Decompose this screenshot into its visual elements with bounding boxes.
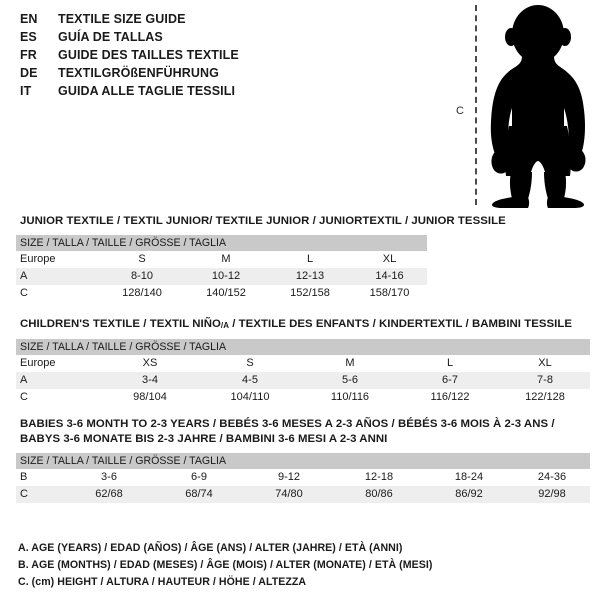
section-children-textile: CHILDREN'S TEXTILE / TEXTIL NIÑO/A / TEX…: [16, 317, 590, 406]
table-cell: 24-36: [514, 469, 590, 486]
table-cell: XL: [500, 355, 590, 372]
junior-section-title: JUNIOR TEXTILE / TEXTIL JUNIOR/ TEXTILE …: [20, 215, 506, 227]
table-cell: XS: [100, 355, 200, 372]
table-row: B 3-6 6-9 9-12 12-18 18-24 24-36: [16, 469, 590, 486]
legend-block: A. AGE (YEARS) / EDAD (AÑOS) / ÂGE (ANS)…: [18, 540, 432, 591]
toddler-silhouette-icon: [490, 5, 586, 208]
table-cell: 62/68: [64, 486, 154, 503]
babies-section-title-line2: BABYS 3-6 MONATE BIS 2-3 JAHRE / BAMBINI…: [20, 433, 388, 445]
row-label: C: [16, 486, 64, 503]
table-cell: 10-12: [184, 268, 268, 285]
table-cell: S: [200, 355, 300, 372]
language-row: IT GUIDA ALLE TAGLIE TESSILI: [20, 84, 420, 102]
table-cell: 92/98: [514, 486, 590, 503]
row-label: B: [16, 469, 64, 486]
table-cell: 4-5: [200, 372, 300, 389]
language-row: DE TEXTILGRÖßENFÜHRUNG: [20, 66, 420, 84]
table-cell: 158/170: [352, 285, 427, 302]
table-cell: 80/86: [334, 486, 424, 503]
table-row: C 98/104 104/110 110/116 116/122 122/128: [16, 389, 590, 406]
language-code: DE: [20, 66, 38, 80]
table-cell: L: [400, 355, 500, 372]
legend-line-c: C. (cm) HEIGHT / ALTURA / HAUTEUR / HÖHE…: [18, 576, 307, 588]
table-row: C 62/68 68/74 74/80 80/86 86/92 92/98: [16, 486, 590, 503]
table-row: A 8-10 10-12 12-13 14-16: [16, 268, 427, 285]
language-code: EN: [20, 12, 38, 26]
table-cell: 5-6: [300, 372, 400, 389]
row-label: C: [16, 389, 100, 406]
babies-band-label: SIZE / TALLA / TAILLE / GRÖSSE / TAGLIA: [16, 453, 590, 469]
row-label: Europe: [16, 355, 100, 372]
language-title: GUIDE DES TAILLES TEXTILE: [58, 48, 239, 62]
junior-band-label: SIZE / TALLA / TAILLE / GRÖSSE / TAGLIA: [16, 235, 427, 251]
row-label: A: [16, 372, 100, 389]
table-cell: 122/128: [500, 389, 590, 406]
height-illustration: C: [440, 0, 600, 212]
table-cell: 110/116: [300, 389, 400, 406]
legend-line-a: A. AGE (YEARS) / EDAD (AÑOS) / ÂGE (ANS)…: [18, 542, 403, 554]
table-row: A 3-4 4-5 5-6 6-7 7-8: [16, 372, 590, 389]
language-row: FR GUIDE DES TAILLES TEXTILE: [20, 48, 420, 66]
table-cell: 14-16: [352, 268, 427, 285]
table-cell: 3-4: [100, 372, 200, 389]
children-title-sub: /A: [220, 321, 230, 330]
table-cell: 6-9: [154, 469, 244, 486]
table-cell: 6-7: [400, 372, 500, 389]
table-cell: 140/152: [184, 285, 268, 302]
language-code: ES: [20, 30, 37, 44]
table-cell: 104/110: [200, 389, 300, 406]
table-cell: 152/158: [268, 285, 352, 302]
table-cell: 86/92: [424, 486, 514, 503]
language-header: EN TEXTILE SIZE GUIDE ES GUÍA DE TALLAS …: [20, 12, 420, 102]
table-cell: 116/122: [400, 389, 500, 406]
junior-size-table: SIZE / TALLA / TAILLE / GRÖSSE / TAGLIA …: [16, 235, 427, 302]
language-title: TEXTILE SIZE GUIDE: [58, 12, 186, 26]
table-cell: 128/140: [100, 285, 184, 302]
table-cell: 98/104: [100, 389, 200, 406]
table-cell: 12-18: [334, 469, 424, 486]
table-cell: 12-13: [268, 268, 352, 285]
language-title: GUIDA ALLE TAGLIE TESSILI: [58, 84, 236, 98]
table-cell: 3-6: [64, 469, 154, 486]
children-title-main: CHILDREN'S TEXTILE / TEXTIL NIÑO: [20, 318, 221, 330]
language-row: ES GUÍA DE TALLAS: [20, 30, 420, 48]
height-measure-label: C: [456, 105, 464, 117]
table-cell: 9-12: [244, 469, 334, 486]
table-band-header: SIZE / TALLA / TAILLE / GRÖSSE / TAGLIA: [16, 339, 590, 355]
language-row: EN TEXTILE SIZE GUIDE: [20, 12, 420, 30]
language-title: TEXTILGRÖßENFÜHRUNG: [58, 66, 219, 80]
table-band-header: SIZE / TALLA / TAILLE / GRÖSSE / TAGLIA: [16, 235, 427, 251]
height-measure-dashed-line: [475, 5, 477, 205]
legend-line-b: B. AGE (MONTHS) / EDAD (MESES) / ÂGE (MO…: [18, 559, 433, 571]
language-code: FR: [20, 48, 37, 62]
children-size-table: SIZE / TALLA / TAILLE / GRÖSSE / TAGLIA …: [16, 339, 590, 406]
language-code: IT: [20, 84, 32, 98]
row-label: Europe: [16, 251, 100, 268]
table-cell: L: [268, 251, 352, 268]
table-cell: XL: [352, 251, 427, 268]
babies-section-title-line1: BABIES 3-6 MONTH TO 2-3 YEARS / BEBÉS 3-…: [20, 418, 555, 430]
table-cell: 68/74: [154, 486, 244, 503]
children-section-title: CHILDREN'S TEXTILE / TEXTIL NIÑO/A / TEX…: [16, 317, 590, 333]
row-label: C: [16, 285, 100, 302]
table-cell: 7-8: [500, 372, 590, 389]
table-cell: 18-24: [424, 469, 514, 486]
table-cell: S: [100, 251, 184, 268]
table-row: Europe S M L XL: [16, 251, 427, 268]
table-cell: 8-10: [100, 268, 184, 285]
table-cell: 74/80: [244, 486, 334, 503]
table-cell: M: [184, 251, 268, 268]
section-junior-textile: JUNIOR TEXTILE / TEXTIL JUNIOR/ TEXTILE …: [16, 214, 506, 302]
children-band-label: SIZE / TALLA / TAILLE / GRÖSSE / TAGLIA: [16, 339, 590, 355]
babies-size-table: SIZE / TALLA / TAILLE / GRÖSSE / TAGLIA …: [16, 453, 590, 503]
language-title: GUÍA DE TALLAS: [58, 30, 163, 44]
table-row: C 128/140 140/152 152/158 158/170: [16, 285, 427, 302]
table-row: Europe XS S M L XL: [16, 355, 590, 372]
table-cell: M: [300, 355, 400, 372]
row-label: A: [16, 268, 100, 285]
children-title-rest: / TEXTILE DES ENFANTS / KINDERTEXTIL / B…: [229, 318, 573, 330]
section-babies-textile: BABIES 3-6 MONTH TO 2-3 YEARS / BEBÉS 3-…: [16, 417, 590, 503]
table-band-header: SIZE / TALLA / TAILLE / GRÖSSE / TAGLIA: [16, 453, 590, 469]
